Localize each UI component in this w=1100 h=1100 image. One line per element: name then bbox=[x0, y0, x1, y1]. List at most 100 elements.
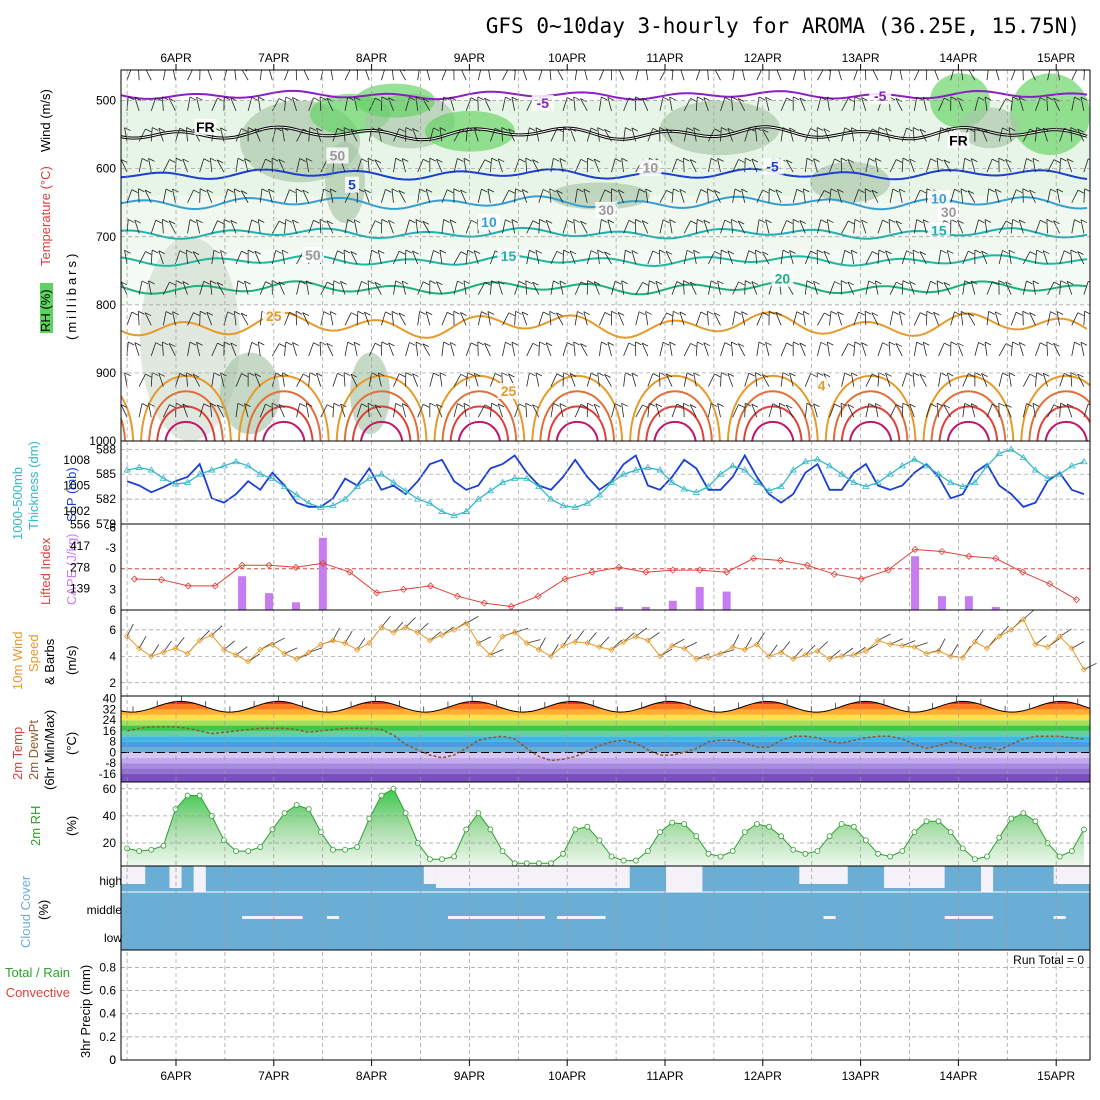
wind-barb bbox=[727, 128, 734, 142]
wind-barb bbox=[502, 97, 506, 111]
wind-barb bbox=[826, 342, 830, 356]
wind-barb bbox=[550, 280, 554, 295]
contour-label: 10 bbox=[643, 160, 659, 176]
chart-title: GFS 0~10day 3-hourly for AROMA (36.25E, … bbox=[486, 14, 1080, 38]
wind-barb-flag bbox=[717, 280, 724, 285]
wind-barb bbox=[477, 311, 482, 326]
wind-barb-flag bbox=[827, 219, 834, 223]
rh2m-marker bbox=[1008, 815, 1015, 822]
wind-barb-flag bbox=[354, 341, 361, 346]
wind-barb bbox=[559, 158, 564, 173]
wind-barb-flag bbox=[313, 219, 320, 224]
wind-barb-flag bbox=[518, 281, 526, 285]
wind-barb-flag bbox=[954, 188, 961, 193]
upper-wind-label: Wind (m/s) bbox=[38, 89, 53, 152]
wind-barb-flag bbox=[984, 219, 992, 223]
wind-barb bbox=[744, 127, 750, 142]
date-label-bottom: 6APR bbox=[160, 1069, 192, 1083]
wind-barb bbox=[998, 372, 1003, 387]
wind-barb bbox=[912, 250, 915, 265]
wind-barb-flag bbox=[912, 249, 920, 254]
wind-barb-flag bbox=[436, 403, 443, 408]
wind-barb-flag bbox=[162, 96, 169, 101]
cape-bar bbox=[722, 591, 731, 610]
wind-barb bbox=[853, 311, 859, 326]
wind-barb-flag bbox=[271, 402, 279, 407]
wind-barb-flag bbox=[899, 311, 906, 315]
temp2m-axis-labels: 2m Temp 2m DewPt (6hr Min/Max) (°C) bbox=[10, 710, 79, 790]
wind10-barb bbox=[599, 636, 610, 648]
wind10-barb bbox=[381, 616, 391, 628]
temp2m-y-tick: 0 bbox=[109, 745, 116, 759]
wind10-marker bbox=[329, 637, 337, 644]
wind-barb-flag bbox=[1074, 341, 1081, 346]
wind-barb-flag bbox=[686, 127, 694, 132]
cloud-y-tick: high bbox=[99, 874, 122, 888]
wind10-barb bbox=[1035, 635, 1047, 645]
wind-barb-flag bbox=[642, 282, 649, 286]
wind-barb bbox=[574, 70, 578, 81]
wind-barb bbox=[847, 159, 855, 173]
wind-barb bbox=[877, 220, 883, 234]
wind10-barb bbox=[684, 641, 698, 649]
warm-arch bbox=[449, 405, 509, 441]
wind-barb-flag bbox=[381, 96, 389, 101]
wind-barb bbox=[874, 158, 879, 173]
warm-arch bbox=[121, 394, 134, 441]
wind-barb bbox=[320, 281, 328, 295]
wind-barb bbox=[621, 280, 625, 295]
wind-barb-flag bbox=[128, 341, 135, 346]
li-marker bbox=[615, 563, 623, 571]
wind-barb-flag bbox=[984, 341, 992, 346]
wind-barb bbox=[901, 403, 904, 418]
wind-barb bbox=[477, 189, 482, 203]
wind-barb bbox=[998, 127, 1003, 142]
thickness-marker bbox=[353, 482, 361, 490]
wind-barb-flag bbox=[803, 66, 809, 69]
thickness-marker bbox=[159, 474, 168, 481]
thickness-marker bbox=[1056, 470, 1064, 477]
wind-barb-flag bbox=[278, 343, 286, 348]
rh2m-fill bbox=[127, 788, 1084, 866]
wind-barb bbox=[885, 373, 891, 387]
wind-barb-flag bbox=[251, 96, 258, 101]
wind-barb-flag bbox=[652, 128, 660, 132]
wind-barb-flag bbox=[271, 157, 279, 162]
rh2m-marker bbox=[572, 826, 579, 833]
contour-label-bg bbox=[477, 214, 500, 231]
wind-barb bbox=[1010, 96, 1014, 111]
wind-barb bbox=[1056, 311, 1061, 326]
wind10-barb bbox=[272, 637, 286, 645]
wind-barb bbox=[998, 343, 1007, 357]
rh2m-marker bbox=[935, 818, 942, 825]
wind-barb-flag bbox=[844, 127, 851, 132]
wind-barb bbox=[121, 404, 128, 418]
wind-barb-flag bbox=[844, 250, 851, 254]
wind-barb-flag bbox=[1026, 403, 1033, 407]
wind-barb bbox=[535, 127, 540, 142]
wind-barb-flag bbox=[501, 127, 508, 131]
thickness-marker bbox=[365, 474, 374, 481]
wind-barb-flag bbox=[840, 280, 848, 285]
wind-barb bbox=[465, 372, 469, 387]
wind-barb-flag bbox=[919, 251, 927, 256]
cloud-label: Cloud Cover bbox=[18, 875, 33, 948]
wind-barb bbox=[1035, 127, 1038, 142]
wind-barb bbox=[647, 403, 650, 418]
wind-barb bbox=[889, 188, 894, 203]
wind-barb-flag bbox=[1050, 311, 1057, 315]
wind-barb bbox=[799, 97, 806, 112]
wind-barb-flag bbox=[299, 403, 306, 407]
wind-barb bbox=[962, 280, 966, 295]
wind-barb bbox=[121, 159, 128, 173]
wind-barb-flag bbox=[166, 66, 172, 69]
wind-barb bbox=[233, 188, 237, 203]
contour-label-bg bbox=[194, 118, 217, 135]
cape-bar bbox=[641, 606, 650, 610]
wind-barb bbox=[847, 404, 855, 418]
wind-barb-flag bbox=[241, 128, 248, 132]
wind-barb-flag bbox=[333, 280, 341, 285]
wind10-barb bbox=[490, 649, 504, 656]
wind-barb-flag bbox=[463, 280, 471, 285]
thickness-marker bbox=[208, 466, 216, 473]
